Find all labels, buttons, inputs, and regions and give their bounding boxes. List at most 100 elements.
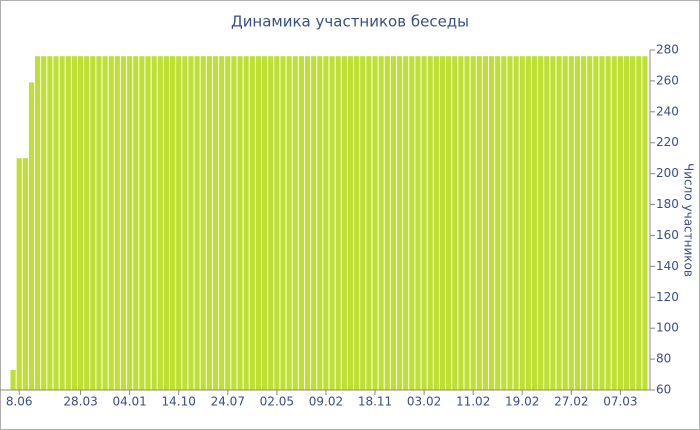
x-tick-label: 04.01 <box>112 395 146 409</box>
bar <box>630 56 636 390</box>
bar <box>108 56 114 390</box>
bar <box>335 56 341 390</box>
x-tick-label: 18.11 <box>358 395 392 409</box>
bar <box>96 56 102 390</box>
bar <box>574 56 581 390</box>
bar <box>421 56 427 390</box>
bar <box>427 56 433 390</box>
x-tick-label: 09.02 <box>309 395 343 409</box>
bar <box>65 56 71 390</box>
bar <box>231 56 237 390</box>
bar <box>587 56 593 390</box>
bar <box>53 56 59 390</box>
bar <box>243 56 249 390</box>
bar <box>145 56 151 390</box>
bar <box>182 56 188 390</box>
bar <box>341 56 347 390</box>
bar <box>519 56 525 390</box>
bar <box>71 56 77 390</box>
y-tick-label: 140 <box>656 259 679 273</box>
bar <box>482 56 489 390</box>
x-tick-label: 02.05 <box>260 395 294 409</box>
x-tick-label: 24.07 <box>211 395 245 409</box>
x-tick-label: 11.02 <box>456 395 490 409</box>
bar <box>452 56 458 390</box>
bar <box>409 56 415 390</box>
bar <box>593 56 599 390</box>
y-tick-label: 240 <box>656 104 679 118</box>
bar <box>176 56 182 390</box>
bar <box>581 56 587 390</box>
bar <box>636 56 642 390</box>
bar <box>255 56 262 390</box>
y-tick-label: 280 <box>656 43 679 57</box>
bar <box>360 56 366 390</box>
y-tick-label: 260 <box>656 73 679 87</box>
bar <box>347 56 354 390</box>
bar <box>225 56 231 390</box>
bar <box>446 56 452 390</box>
bar <box>501 56 507 390</box>
bar <box>59 56 65 390</box>
bar <box>90 56 96 390</box>
bar <box>513 56 519 390</box>
bar <box>531 56 538 390</box>
bar <box>323 56 329 390</box>
bar <box>495 56 501 390</box>
bar <box>354 56 360 390</box>
bar <box>292 56 298 390</box>
bar <box>415 56 421 390</box>
bar <box>274 56 280 390</box>
y-tick-label: 180 <box>656 197 679 211</box>
bar <box>151 56 157 390</box>
bar <box>642 56 648 390</box>
bar <box>102 56 108 390</box>
bar <box>298 56 304 390</box>
bar <box>41 56 47 390</box>
bar <box>396 56 403 390</box>
bar <box>311 56 317 390</box>
bar <box>286 56 292 390</box>
bar <box>550 56 556 390</box>
bar <box>139 56 145 390</box>
bar <box>544 56 550 390</box>
x-tick-label: 14.10 <box>162 395 196 409</box>
bar <box>390 56 396 390</box>
bar <box>470 56 476 390</box>
bar <box>476 56 482 390</box>
bar <box>372 56 378 390</box>
y-tick-label: 200 <box>656 166 679 180</box>
bar <box>262 56 268 390</box>
bar <box>133 56 139 390</box>
bar <box>280 56 286 390</box>
bar <box>114 56 120 390</box>
x-tick-label: 19.02 <box>505 395 539 409</box>
y-tick-label: 160 <box>656 228 679 242</box>
x-tick-label: 27.02 <box>554 395 588 409</box>
bar <box>568 56 574 390</box>
bar <box>188 56 194 390</box>
bar <box>556 56 562 390</box>
bar <box>77 56 84 390</box>
bar <box>525 56 531 390</box>
bar <box>617 56 623 390</box>
bar <box>200 56 206 390</box>
bar <box>28 82 35 391</box>
y-tick-label: 220 <box>656 135 679 149</box>
bar <box>10 369 16 390</box>
bar <box>317 56 323 390</box>
bar <box>611 56 617 390</box>
bar <box>433 56 439 390</box>
bar <box>120 56 127 390</box>
bar <box>458 56 464 390</box>
x-tick-label: 03.02 <box>407 395 441 409</box>
bar <box>403 56 409 390</box>
x-tick-label: 28.03 <box>63 395 97 409</box>
x-tick-label: 8.06 <box>6 395 33 409</box>
bar <box>237 56 243 390</box>
bar <box>488 56 495 390</box>
bar <box>47 56 53 390</box>
bar <box>219 56 225 390</box>
bar <box>212 56 219 390</box>
